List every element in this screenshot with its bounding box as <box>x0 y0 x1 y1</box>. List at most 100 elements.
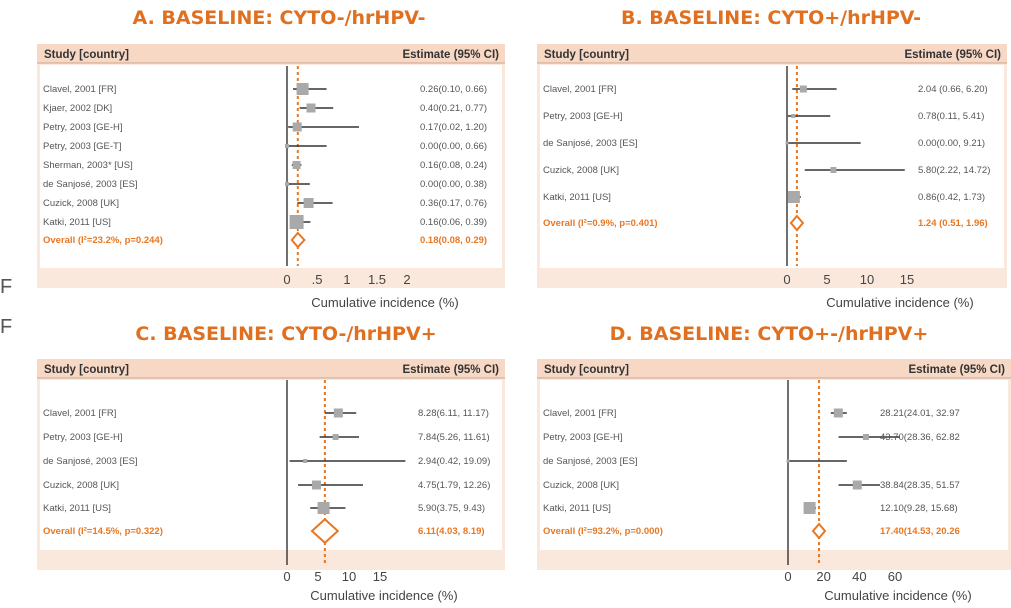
panel-b-point-box-5 <box>787 191 800 203</box>
panel-d-col-estimate: Estimate (95% CI) <box>908 364 1005 376</box>
panel-a-xtick-4: 1.5 <box>368 272 386 287</box>
panel-a-title: A. BASELINE: CYTO-/hrHPV- <box>133 7 426 29</box>
panel-b-xlabel: Cumulative incidence (%) <box>826 295 973 310</box>
panel-d-xtick-1: 0 <box>784 569 791 584</box>
panel-a-study-label-1: Clavel, 2001 [FR] <box>43 84 116 95</box>
panel-a-study-label-7: Cuzick, 2008 [UK] <box>43 198 119 209</box>
panel-d-xtick-4: 60 <box>888 569 902 584</box>
panel-c-col-study: Study [country] <box>44 364 129 376</box>
panel-d-xtick-3: 40 <box>852 569 866 584</box>
panel-b-estimate-4: 5.80(2.22, 14.72) <box>918 165 990 176</box>
panel-a-xtick-3: 1 <box>343 272 350 287</box>
panel-b-estimate-5: 0.86(0.42, 1.73) <box>918 192 985 203</box>
panel-a-overall-estimate: 0.18(0.08, 0.29) <box>420 235 487 246</box>
panel-d-point-box-5 <box>803 502 816 514</box>
panel-c-estimate-3: 2.94(0.42, 19.09) <box>418 456 490 467</box>
panel-d-point-box-4 <box>852 480 862 490</box>
panel-a-study-label-5: Sherman, 2003* [US] <box>43 160 133 171</box>
panel-a-estimate-7: 0.36(0.17, 0.76) <box>420 198 487 209</box>
panel-d-point-box-1 <box>833 408 843 418</box>
panel-c-title: C. BASELINE: CYTO-/hrHPV+ <box>135 323 436 345</box>
panel-c-overall-label: Overall (I²=14.5%, p=0.322) <box>43 526 163 537</box>
panel-a-study-label-4: Petry, 2003 [GE-T] <box>43 141 122 152</box>
panel-d-estimate-2: 43.70(28.36, 62.82 <box>880 432 960 443</box>
panel-a-estimate-8: 0.16(0.06, 0.39) <box>420 217 487 228</box>
panel-a-estimate-1: 0.26(0.10, 0.66) <box>420 84 487 95</box>
panel-b-point-box-2 <box>791 114 796 118</box>
panel-c-study-label-2: Petry, 2003 [GE-H] <box>43 432 123 443</box>
panel-a-study-label-2: Kjaer, 2002 [DK] <box>43 103 112 114</box>
panel-b-overall-label: Overall (I²=0.9%, p=0.401) <box>543 218 658 229</box>
panel-d-xlabel: Cumulative incidence (%) <box>824 588 971 603</box>
panel-d-overall-label: Overall (I²=93.2%, p=0.000) <box>543 526 663 537</box>
panel-d-study-label-1: Clavel, 2001 [FR] <box>543 408 616 419</box>
panel-c-plot-area <box>40 380 502 550</box>
panel-b-xtick-2: 5 <box>823 272 830 287</box>
panel-c-xtick-3: 10 <box>342 569 356 584</box>
panel-c-xtick-4: 15 <box>373 569 387 584</box>
panel-a-estimate-4: 0.00(0.00, 0.66) <box>420 141 487 152</box>
panel-c-point-box-5 <box>317 502 330 514</box>
panel-b-study-label-4: Cuzick, 2008 [UK] <box>543 165 619 176</box>
panel-a-xtick-2: .5 <box>312 272 323 287</box>
panel-b-point-box-3 <box>785 141 789 145</box>
panel-b-col-estimate: Estimate (95% CI) <box>904 49 1001 61</box>
panel-c-estimate-4: 4.75(1.79, 12.26) <box>418 480 490 491</box>
panel-b-xtick-4: 15 <box>900 272 914 287</box>
panel-a-estimate-2: 0.40(0.21, 0.77) <box>420 103 487 114</box>
panel-c-point-box-4 <box>311 480 321 490</box>
panel-a-point-box-6 <box>285 182 289 186</box>
panel-a-overall-diamond <box>290 231 306 249</box>
panel-d-point-box-3 <box>786 459 790 463</box>
panel-a-col-study: Study [country] <box>44 49 129 61</box>
panel-a-point-box-7 <box>303 198 314 208</box>
panel-d-overall-diamond <box>811 522 827 540</box>
panel-a-estimate-3: 0.17(0.02, 1.20) <box>420 122 487 133</box>
panel-c-estimate-5: 5.90(3.75, 9.43) <box>418 503 485 514</box>
panel-a-estimate-5: 0.16(0.08, 0.24) <box>420 160 487 171</box>
panel-a-study-label-3: Petry, 2003 [GE-H] <box>43 122 123 133</box>
panel-a-point-box-2 <box>306 103 316 113</box>
panel-b-estimate-3: 0.00(0.00, 9.21) <box>918 138 985 149</box>
panel-a-estimate-6: 0.00(0.00, 0.38) <box>420 179 487 190</box>
panel-c-estimate-2: 7.84(5.26, 11.61) <box>418 432 490 443</box>
panel-a-study-label-6: de Sanjosé, 2003 [ES] <box>43 179 138 190</box>
panel-b-plot-area <box>540 65 1004 268</box>
panel-b-title: B. BASELINE: CYTO+/hrHPV- <box>621 7 921 29</box>
panel-a-point-box-3 <box>292 122 302 132</box>
panel-c-header-bar <box>37 359 505 378</box>
panel-b-study-label-2: Petry, 2003 [GE-H] <box>543 111 623 122</box>
panel-d-plot-area <box>540 380 1008 550</box>
panel-d-estimate-5: 12.10(9.28, 15.68) <box>880 503 958 514</box>
panel-b-estimate-1: 2.04 (0.66, 6.20) <box>918 84 988 95</box>
panel-b-col-study: Study [country] <box>544 49 629 61</box>
panel-a-point-box-5 <box>292 161 301 169</box>
panel-a-xlabel: Cumulative incidence (%) <box>311 295 458 310</box>
panel-b-study-label-3: de Sanjosé, 2003 [ES] <box>543 138 638 149</box>
panel-b-study-label-1: Clavel, 2001 [FR] <box>543 84 616 95</box>
panel-b-header-bar <box>537 44 1007 63</box>
panel-b-xtick-1: 0 <box>783 272 790 287</box>
panel-c-point-box-2 <box>332 434 339 440</box>
panel-b-point-box-4 <box>830 167 837 173</box>
panel-a-plot-area <box>40 65 502 268</box>
panel-b-estimate-2: 0.78(0.11, 5.41) <box>918 111 984 122</box>
panel-b-study-label-5: Katki, 2011 [US] <box>543 192 611 203</box>
panel-a-xtick-5: 2 <box>403 272 410 287</box>
panel-c-study-label-3: de Sanjosé, 2003 [ES] <box>43 456 138 467</box>
panel-c-point-box-1 <box>333 408 343 418</box>
panel-c-xtick-2: 5 <box>314 569 321 584</box>
panel-d-estimate-4: 38.84(28.35, 51.57 <box>880 480 960 491</box>
panel-a-header-bar <box>37 44 505 63</box>
panel-d-col-study: Study [country] <box>544 364 629 376</box>
stray-glyph-2: F <box>0 316 13 338</box>
panel-a-xtick-1: 0 <box>283 272 290 287</box>
panel-b-point-box-1 <box>799 85 807 93</box>
panel-c-study-label-1: Clavel, 2001 [FR] <box>43 408 116 419</box>
panel-c-study-label-4: Cuzick, 2008 [UK] <box>43 480 119 491</box>
panel-a-point-box-1 <box>296 83 309 95</box>
panel-c-xlabel: Cumulative incidence (%) <box>310 588 457 603</box>
panel-d-overall-estimate: 17.40(14.53, 20.26 <box>880 526 960 537</box>
stray-glyph-1: F <box>0 276 13 298</box>
